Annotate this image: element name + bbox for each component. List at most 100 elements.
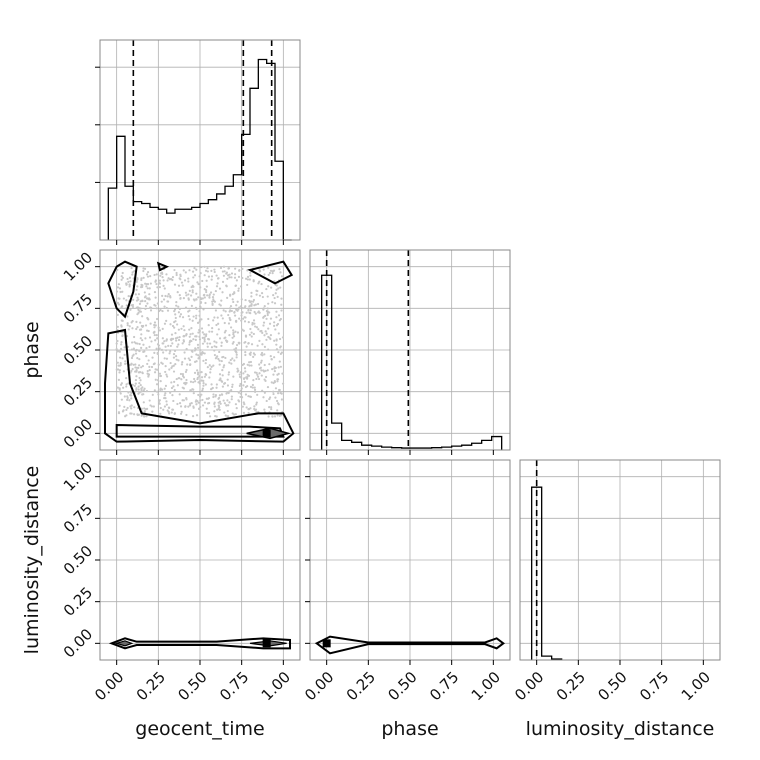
panel-geocent-time-luminosity-distance-xtick-label-1: 0.25 — [133, 668, 169, 704]
hist-geocent-time-bar-4 — [142, 204, 150, 240]
panel-geocent-time-phase-scatter-point — [206, 342, 209, 345]
panel-geocent-time-phase-scatter-point — [189, 402, 192, 405]
panel-geocent-time-phase-scatter-point — [256, 375, 260, 378]
panel-geocent-time-phase-scatter-point — [174, 320, 177, 323]
panel-geocent-time-phase-scatter-point — [130, 397, 133, 400]
panel-geocent-time-phase-scatter-point — [234, 347, 238, 350]
panel-geocent-time-phase-scatter-point — [144, 307, 147, 311]
panel-geocent-time-phase-scatter-point — [144, 304, 148, 308]
panel-geocent-time-phase-scatter-point — [174, 363, 177, 366]
panel-geocent-time-phase-scatter-point — [210, 387, 213, 390]
panel-geocent-time-phase-scatter-point — [250, 343, 254, 346]
panel-geocent-time-phase-scatter-point — [252, 279, 255, 282]
panel-geocent-time-phase-scatter-point — [146, 302, 149, 305]
panel-geocent-time-phase-scatter-point — [228, 316, 231, 320]
panel-geocent-time-phase-scatter-point — [149, 274, 152, 278]
panel-geocent-time-phase-scatter-point — [232, 375, 235, 378]
panel-geocent-time-phase-scatter-point — [136, 285, 139, 288]
panel-geocent-time-phase-scatter-point — [171, 278, 174, 282]
panel-geocent-time-phase-scatter-point — [211, 327, 214, 330]
panel-geocent-time-phase-scatter-point — [215, 345, 218, 349]
panel-geocent-time-phase-scatter-point — [263, 305, 266, 308]
panel-geocent-time-phase-scatter-point — [226, 277, 229, 280]
panel-geocent-time-phase-scatter-point — [260, 292, 264, 295]
panel-geocent-time-phase-scatter-point — [139, 321, 142, 324]
panel-geocent-time-phase-scatter-point — [244, 351, 247, 354]
panel-geocent-time-phase-scatter-point — [274, 396, 277, 399]
hist-phase-bar-16 — [482, 440, 492, 450]
panel-geocent-time-phase-scatter-point — [135, 349, 138, 352]
panel-geocent-time-phase-scatter-point — [173, 412, 176, 415]
panel-geocent-time-phase-scatter-point — [268, 406, 271, 409]
panel-geocent-time-phase-scatter-point — [180, 281, 184, 284]
panel-geocent-time-phase-scatter-point — [147, 375, 150, 378]
panel-geocent-time-phase-scatter-point — [273, 367, 276, 370]
panel-geocent-time-phase-scatter-point — [278, 268, 281, 271]
panel-geocent-time-phase-scatter-point — [252, 332, 255, 336]
panel-geocent-time-phase-scatter-point — [198, 305, 202, 308]
panel-geocent-time-phase-scatter-point — [270, 381, 273, 384]
panel-geocent-time-phase-scatter-point — [181, 399, 184, 402]
panel-geocent-time-phase-scatter-point — [177, 328, 180, 331]
panel-geocent-time-phase-scatter-point — [234, 413, 237, 416]
panel-geocent-time-phase-scatter-point — [273, 321, 276, 324]
panel-geocent-time-phase-scatter-point — [154, 280, 157, 283]
panel-geocent-time-phase-ytick-label-0: 0.00 — [60, 415, 96, 451]
panel-geocent-time-phase-scatter-point — [226, 340, 229, 343]
panel-geocent-time-phase-scatter-point — [261, 343, 264, 346]
panel-geocent-time-phase-scatter-point — [236, 367, 239, 370]
panel-geocent-time-phase-scatter-point — [174, 316, 177, 320]
panel-geocent-time-phase-scatter-point — [197, 331, 200, 334]
panel-geocent-time-phase-scatter-point — [234, 267, 237, 270]
panel-geocent-time-phase-scatter-point — [219, 304, 222, 307]
panel-geocent-time-phase-scatter-point — [273, 370, 276, 373]
panel-geocent-time-phase-scatter-point — [266, 313, 269, 317]
panel-geocent-time-phase-scatter-point — [199, 286, 202, 289]
panel-geocent-time-phase-scatter-point — [218, 373, 222, 376]
panel-geocent-time-phase-scatter-point — [127, 391, 130, 394]
panel-geocent-time-phase-scatter-point — [187, 314, 190, 318]
panel-geocent-time-phase-scatter-point — [136, 313, 139, 316]
panel-geocent-time-phase-scatter-point — [162, 351, 165, 354]
panel-geocent-time-phase-scatter-point — [235, 320, 238, 323]
panel-geocent-time-phase-contour-0 — [107, 260, 138, 319]
panel-geocent-time-phase-scatter-point — [215, 323, 218, 327]
panel-geocent-time-phase-scatter-point — [205, 285, 208, 288]
hist-luminosity-distance-xtick-label-0: 0.00 — [511, 668, 547, 704]
panel-geocent-time-phase-scatter-point — [157, 393, 160, 396]
panel-geocent-time-phase-scatter-point — [138, 349, 141, 352]
panel-geocent-time-phase-scatter-point — [278, 360, 281, 363]
panel-geocent-time-phase-scatter-point — [213, 270, 216, 274]
panel-geocent-time-phase-scatter-point — [233, 314, 237, 317]
hist-geocent-time-bar-11 — [200, 204, 208, 240]
panel-geocent-time-phase-scatter-point — [166, 279, 169, 282]
panel-geocent-time-phase-scatter-point — [218, 287, 222, 290]
panel-geocent-time-phase-scatter-point — [198, 275, 201, 278]
panel-geocent-time-phase-scatter-point — [255, 401, 258, 404]
panel-geocent-time-phase-scatter-point — [206, 267, 209, 270]
panel-geocent-time-phase-scatter-point — [230, 326, 233, 329]
panel-geocent-time-phase-scatter-point — [202, 384, 205, 387]
panel-geocent-time-phase-scatter-point — [121, 331, 124, 334]
hist-geocent-time-bar-18 — [258, 60, 266, 240]
panel-geocent-time-luminosity-distance-xtick-label-4: 1.00 — [258, 668, 294, 704]
panel-geocent-time-phase-scatter-point — [142, 267, 145, 270]
panel-geocent-time-phase-scatter-point — [196, 373, 200, 376]
panel-geocent-time-phase-scatter-point — [197, 371, 200, 374]
panel-geocent-time-phase-scatter-point — [117, 349, 120, 353]
panel-geocent-time-phase-scatter-point — [137, 307, 140, 310]
panel-geocent-time-phase-scatter-point — [116, 361, 119, 364]
panel-geocent-time-phase-scatter-point — [225, 404, 228, 407]
panel-geocent-time-phase-scatter-point — [153, 303, 156, 307]
panel-geocent-time-phase-scatter-point — [194, 400, 197, 403]
panel-geocent-time-phase-scatter-point — [116, 301, 119, 304]
panel-geocent-time-phase-scatter-point — [224, 310, 227, 313]
panel-phase-luminosity-distance-xtick-label-1: 0.25 — [343, 668, 379, 704]
hist-geocent-time-bar-2 — [125, 186, 133, 240]
panel-geocent-time-phase-scatter-point — [158, 347, 161, 350]
panel-geocent-time-phase-scatter-point — [221, 280, 225, 284]
panel-geocent-time-phase-scatter-point — [249, 312, 252, 315]
panel-geocent-time-phase-scatter-point — [249, 385, 253, 388]
panel-geocent-time-phase-scatter-point — [134, 352, 138, 355]
y-axis-label-phase: phase — [21, 321, 43, 378]
